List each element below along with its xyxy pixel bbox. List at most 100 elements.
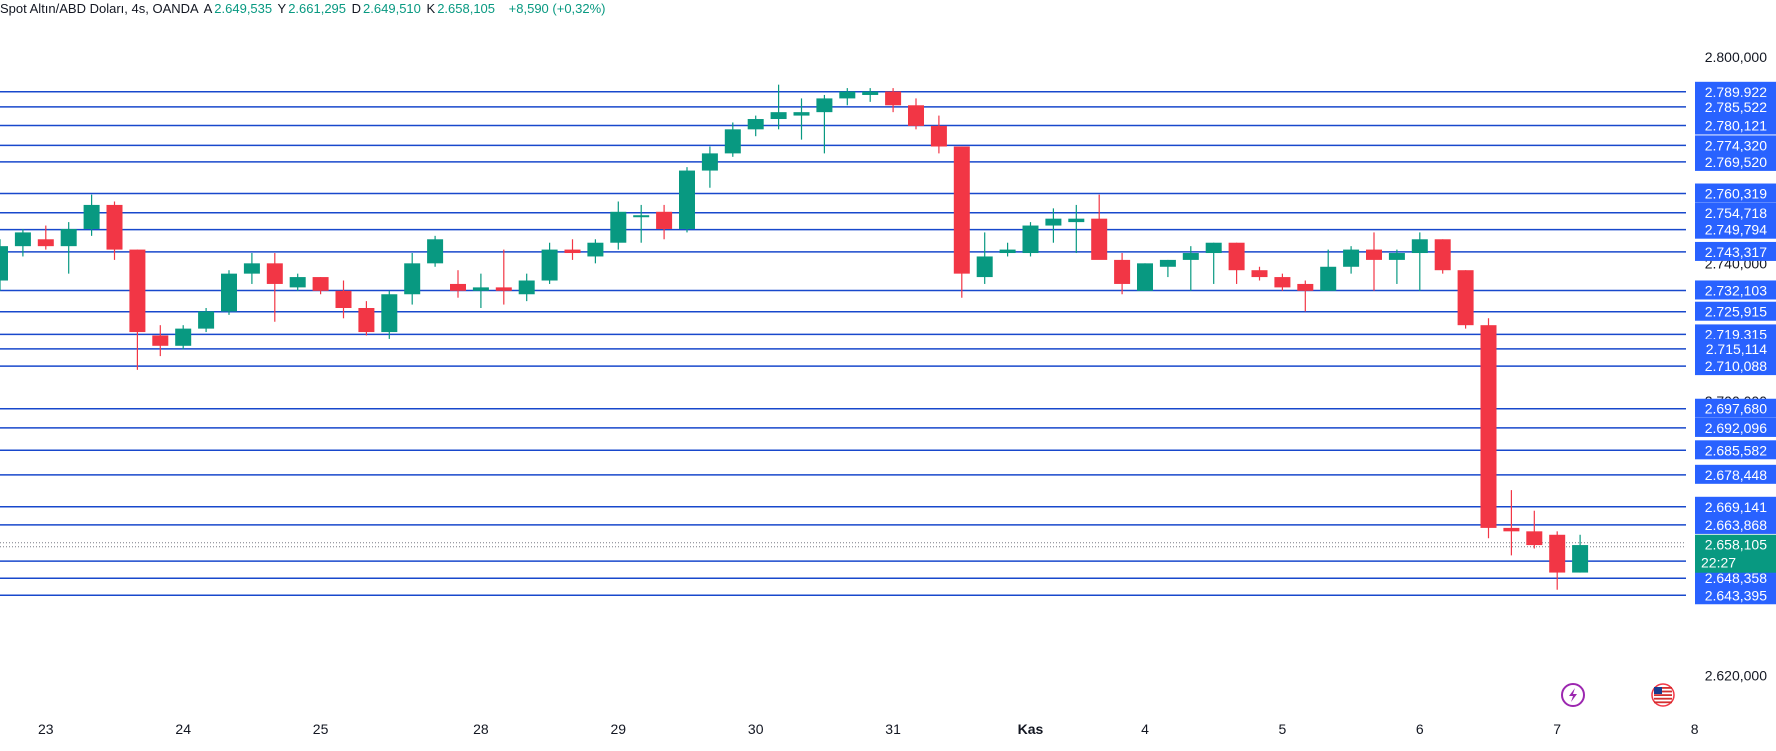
x-axis-tick-label: Kas bbox=[1018, 721, 1044, 737]
x-axis-tick-label: 25 bbox=[313, 721, 329, 737]
candle-body bbox=[770, 112, 787, 120]
candle-body bbox=[793, 112, 810, 116]
current-price-label-bg bbox=[1695, 534, 1776, 573]
candle-body bbox=[839, 91, 856, 99]
level-price-label: 2.648,358 bbox=[1705, 570, 1767, 586]
candle-body bbox=[335, 290, 352, 308]
x-axis-tick-label: 4 bbox=[1141, 721, 1149, 737]
level-price-label: 2.643,395 bbox=[1705, 587, 1767, 603]
candle-body bbox=[198, 311, 215, 329]
candle-body bbox=[1045, 218, 1062, 226]
candle-body bbox=[37, 239, 54, 247]
chart-legend: Spot Altın/ABD Doları, 4s, OANDA A 2.649,… bbox=[0, 0, 608, 20]
candle-body bbox=[1411, 239, 1428, 254]
candle-body bbox=[701, 153, 718, 171]
level-price-label-bg bbox=[1695, 338, 1776, 358]
candle-body bbox=[221, 273, 237, 312]
level-price-label: 2.749,794 bbox=[1705, 222, 1767, 238]
candle-body bbox=[862, 91, 879, 95]
candle-body bbox=[1526, 531, 1543, 546]
x-axis-tick-label: 6 bbox=[1416, 721, 1424, 737]
us-flag-stripe bbox=[1654, 687, 1672, 689]
symbol-title: Spot Altın/ABD Doları, 4s, OANDA bbox=[0, 1, 199, 16]
us-flag-stripe bbox=[1654, 701, 1672, 704]
level-price-label-bg bbox=[1695, 324, 1776, 344]
level-price-label-bg bbox=[1695, 301, 1776, 321]
level-price-label-bg bbox=[1695, 183, 1776, 203]
candle-body bbox=[633, 215, 650, 218]
level-price-label-bg bbox=[1695, 219, 1776, 239]
candle-body bbox=[1228, 242, 1245, 271]
candle-body bbox=[1366, 249, 1382, 260]
candle-body bbox=[747, 119, 764, 130]
candle-body bbox=[381, 294, 398, 333]
x-axis-tick-label: 30 bbox=[748, 721, 764, 737]
candle-body bbox=[1572, 545, 1589, 573]
candle-body bbox=[1068, 218, 1085, 223]
close-value: 2.658,105 bbox=[437, 1, 496, 16]
level-price-label-bg bbox=[1695, 96, 1776, 116]
level-price-label-bg bbox=[1695, 417, 1776, 437]
level-price-label-bg bbox=[1695, 356, 1776, 376]
candle-body bbox=[816, 98, 833, 113]
candle-body bbox=[312, 277, 329, 291]
candle-body bbox=[404, 263, 421, 295]
level-price-label: 2.663,868 bbox=[1705, 517, 1767, 533]
candle-body bbox=[1182, 253, 1199, 260]
change-value: +8,590 (+0,32%) bbox=[508, 1, 606, 16]
candle-body bbox=[1205, 242, 1222, 254]
candle-body bbox=[1274, 277, 1291, 288]
level-price-label-bg bbox=[1695, 115, 1776, 135]
candle-body bbox=[1343, 249, 1360, 267]
level-price-label: 2.743,317 bbox=[1705, 244, 1767, 260]
candle-body bbox=[1549, 534, 1566, 573]
candle-body bbox=[0, 246, 8, 281]
x-axis-tick-label: 28 bbox=[473, 721, 489, 737]
candle-body bbox=[610, 211, 627, 243]
level-price-label-bg bbox=[1695, 135, 1776, 155]
candle-body bbox=[541, 249, 558, 281]
level-price-label-bg bbox=[1695, 151, 1776, 171]
candle-body bbox=[1251, 270, 1268, 278]
candle-body bbox=[266, 263, 283, 284]
level-price-label: 2.710,088 bbox=[1705, 358, 1767, 374]
level-price-label: 2.769,520 bbox=[1705, 154, 1767, 170]
candle-body bbox=[587, 242, 604, 257]
level-price-label: 2.715,114 bbox=[1706, 341, 1767, 357]
candle-body bbox=[1480, 325, 1497, 528]
candle-body bbox=[999, 249, 1016, 254]
close-key: K bbox=[426, 1, 436, 16]
candle-body bbox=[14, 232, 31, 247]
candle-body bbox=[930, 125, 947, 147]
candle-body bbox=[427, 239, 444, 264]
level-price-label-bg bbox=[1695, 568, 1776, 588]
candle-body bbox=[976, 256, 993, 278]
y-axis-tick-label: 2.620,000 bbox=[1705, 668, 1767, 684]
candle-body bbox=[1434, 239, 1451, 271]
current-price-label: 2.658,105 bbox=[1705, 537, 1767, 553]
level-price-label: 2.678,448 bbox=[1705, 467, 1767, 483]
level-price-label: 2.692,096 bbox=[1705, 420, 1767, 436]
candle-body bbox=[724, 129, 741, 154]
lightning-icon-glyph bbox=[1569, 688, 1577, 702]
candle-body bbox=[1022, 225, 1039, 254]
candle-body bbox=[908, 105, 924, 126]
bar-countdown-label: 22:27 bbox=[1701, 555, 1736, 571]
level-price-label-bg bbox=[1695, 496, 1776, 516]
x-axis-tick-label: 29 bbox=[611, 721, 627, 737]
x-axis-tick-label: 8 bbox=[1691, 721, 1699, 737]
candle-body bbox=[495, 287, 512, 291]
candle-body bbox=[1159, 259, 1176, 267]
level-price-label-bg bbox=[1695, 464, 1776, 484]
high-value: 2.661,295 bbox=[288, 1, 347, 16]
level-price-label: 2.697,680 bbox=[1705, 401, 1767, 417]
level-price-label: 2.725,915 bbox=[1705, 304, 1767, 320]
level-price-label: 2.719,315 bbox=[1705, 326, 1767, 342]
level-price-label-bg bbox=[1695, 202, 1776, 222]
candle-body bbox=[1388, 253, 1405, 260]
candle-body bbox=[175, 328, 192, 346]
level-price-label: 2.669,141 bbox=[1705, 499, 1767, 515]
y-axis-tick-label: 2.800,000 bbox=[1705, 49, 1767, 65]
